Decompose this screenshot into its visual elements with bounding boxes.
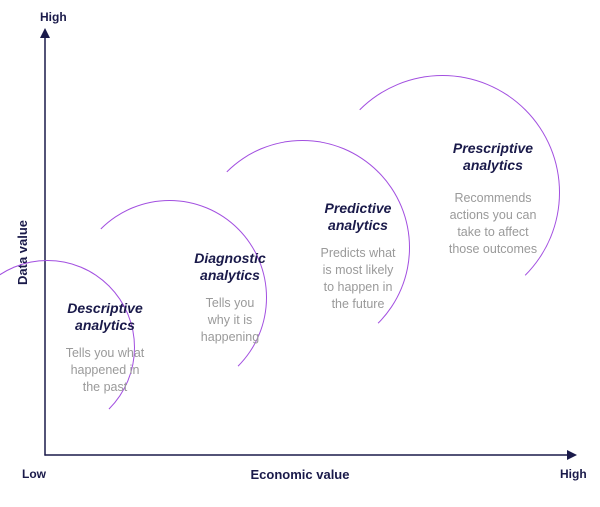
item-desc-4: Recommendsactions you cantake to affectt… [438,190,548,258]
x-axis-title: Economic value [0,467,600,482]
item-desc-1: Tells you whathappened inthe past [50,345,160,396]
item-title-2: Diagnosticanalytics [175,250,285,284]
item-desc-2: Tells youwhy it ishappening [175,295,285,346]
item-desc-3: Predicts whatis most likelyto happen int… [303,245,413,313]
analytics-maturity-diagram: High Low High Data value Economic value … [0,0,600,507]
y-axis-high-label: High [40,10,67,24]
item-title-4: Prescriptiveanalytics [438,140,548,174]
item-title-1: Descriptiveanalytics [50,300,160,334]
item-title-3: Predictiveanalytics [303,200,413,234]
